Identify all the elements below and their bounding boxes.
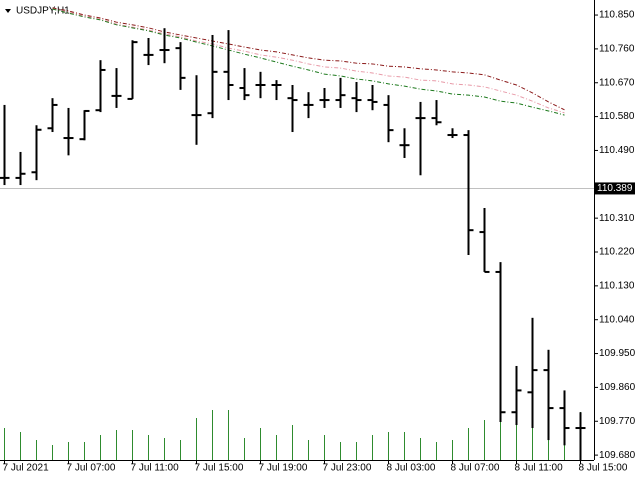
symbol-menu-icon[interactable] [5,9,11,13]
x-tick-label: 8 Jul 15:00 [579,463,628,474]
y-tick-label: 110.130 [599,280,635,291]
x-tick-label: 7 Jul 23:00 [323,463,372,474]
x-tick-label: 8 Jul 07:00 [451,463,500,474]
y-tick-label: 110.310 [599,213,635,224]
x-tick-label: 7 Jul 19:00 [259,463,308,474]
y-tick-label: 109.680 [599,450,636,461]
y-tick-label: 109.860 [599,382,636,393]
x-tick-label: 7 Jul 07:00 [67,463,116,474]
y-tick-label: 109.950 [599,348,636,359]
current-price-label: 110.389 [597,183,633,194]
x-tick-label: 7 Jul 11:00 [131,463,180,474]
x-tick-label: 7 Jul 15:00 [195,463,244,474]
x-tick-label: 8 Jul 11:00 [515,463,564,474]
y-tick-label: 110.580 [599,111,635,122]
y-tick-label: 110.670 [599,77,635,88]
moving-average-line [52,7,565,111]
moving-average-line [52,8,565,116]
x-tick-label: 8 Jul 03:00 [387,463,436,474]
moving-average-line [52,8,565,114]
current-price-box [595,182,635,195]
x-tick-label: 7 Jul 2021 [3,463,50,474]
chart-title: USDJPY,H1 [16,6,70,17]
y-tick-label: 109.770 [599,416,636,427]
y-tick-label: 110.760 [599,44,635,55]
y-tick-label: 110.490 [599,145,635,156]
y-tick-label: 110.040 [599,314,635,325]
y-tick-label: 110.850 [599,10,635,21]
y-tick-label: 110.220 [599,247,635,258]
